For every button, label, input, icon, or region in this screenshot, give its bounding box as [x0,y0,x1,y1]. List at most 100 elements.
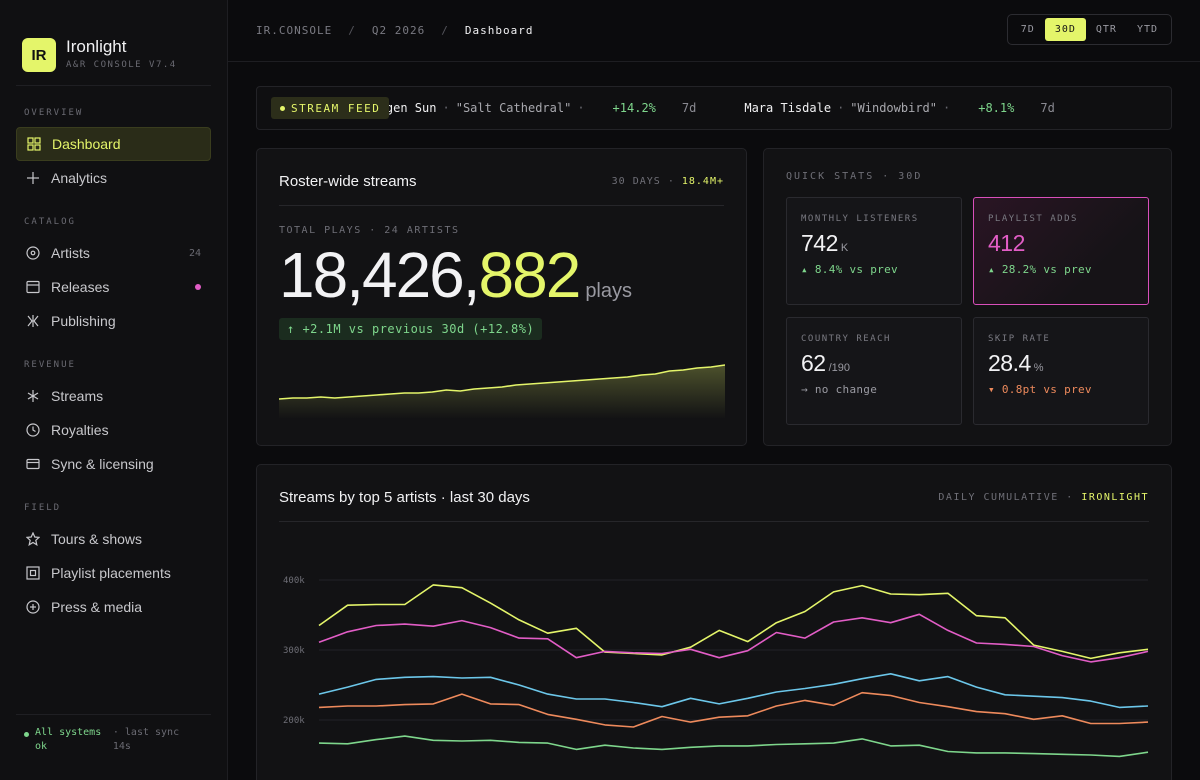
stat-value: 28.4% [988,350,1134,376]
sidebar-nav: OVERVIEW Dashboard Analytics CATALOG Artists… [0,108,227,624]
breadcrumb: IR.CONSOLE / Q2 2026 / Dashboard [256,24,533,37]
stat-unit: % [1033,362,1044,374]
chart-meta-prefix: DAILY CUMULATIVE · [938,491,1074,503]
square-target-icon [26,566,40,580]
stat-skip-rate[interactable]: SKIP RATE 28.4% ▾ 0.8pt vs prev [973,317,1149,425]
sidebar-item-analytics[interactable]: Analytics [16,161,211,195]
total-plays-label: TOTAL PLAYS · 24 ARTISTS [279,225,460,236]
range-option-30d[interactable]: 30D [1044,18,1086,41]
range-option-7d[interactable]: 7D [1020,24,1035,35]
stat-delta: → no change [801,383,878,396]
status-dot-icon [24,732,29,737]
ticker-separator: · [577,101,585,115]
sidebar-item-label: Releases [51,279,110,295]
card-icon [26,457,40,471]
ticker-item[interactable]: Halogen Sun · "Salt Cathedral" · +14.2% 7d [357,101,696,115]
brand-text: Ironlight A&R CONSOLE V7.4 [66,37,177,70]
sidebar-item-dashboard[interactable]: Dashboard [16,127,211,161]
stat-country-reach[interactable]: COUNTRY REACH 62/190 → no change [786,317,962,425]
stat-label: SKIP RATE [988,334,1051,344]
sidebar-item-playlist-placements[interactable]: Playlist placements [16,556,211,590]
card-title: Roster-wide streams [279,172,417,190]
brand[interactable]: IR Ironlight A&R CONSOLE V7.4 [0,0,211,86]
series-line-3[interactable] [318,673,1149,709]
divider [279,521,1149,522]
meta-prefix: 30 DAYS · [611,175,675,187]
sidebar-item-label: Artists [51,245,90,261]
plus-icon [26,171,40,185]
stat-value: 742 K [801,230,947,256]
ticker-track: "Windowbird" [850,101,937,115]
stat-delta: ▴ 28.2% vs prev [988,263,1092,276]
chart-title: Streams by top 5 artists · last 30 days [279,488,530,506]
card-header: Streams by top 5 artists · last 30 days … [279,487,1149,507]
stat-playlist-adds[interactable]: PLAYLIST ADDS 412 ▴ 28.2% vs prev [973,197,1149,305]
y-tick-label: 200k [283,716,305,726]
total-plays-accent: 882 [478,239,582,311]
sidebar-item-label: Tours & shows [51,531,143,547]
sidebar-item-streams[interactable]: Streams [16,379,211,413]
streams-sparkline [279,364,725,419]
brand-divider [16,85,211,86]
range-option-qtr[interactable]: QTR [1095,24,1117,35]
series-line-2[interactable] [318,613,1149,663]
live-dot-icon [280,105,285,111]
stat-label: MONTHLY LISTENERS [801,214,919,224]
series-line-4[interactable] [318,691,1149,728]
section-label: REVENUE [24,360,76,370]
sidebar-item-artists[interactable]: Artists 24 [16,236,211,270]
card-meta: 30 DAYS · 18.4M+ [612,176,724,187]
artists-line-chart: 400k 300k 200k [283,576,1149,758]
card-header: Roster-wide streams 30 DAYS · 18.4M+ [279,171,724,191]
total-plays-main: 18,426, [279,239,481,311]
system-status: All systems ok [35,727,102,752]
sidebar-item-label: Playlist placements [51,565,171,581]
series-line-5[interactable] [318,735,1149,758]
breadcrumb-item-quarter[interactable]: Q2 2026 [371,24,426,37]
main-content: IR.CONSOLE / Q2 2026 / Dashboard 7D 30D QT… [228,0,1200,780]
asterisk-icon [26,389,40,403]
total-plays-unit: plays [585,280,633,302]
sidebar-item-label: Press & media [51,599,143,615]
ticker-item[interactable]: Mara Tisdale · "Windowbird" · +8.1% 7d [744,101,1054,115]
stat-label: COUNTRY REACH [801,334,891,344]
star-icon [26,532,40,546]
sidebar-item-label: Analytics [51,170,108,186]
sidebar-item-label: Publishing [51,313,116,329]
range-option-ytd[interactable]: YTD [1136,24,1158,35]
sidebar-item-royalties[interactable]: Royalties [16,413,211,447]
breadcrumb-item-console[interactable]: IR.CONSOLE [256,24,333,37]
sidebar-item-publishing[interactable]: Publishing [16,304,211,338]
sidebar-item-count: 24 [188,247,201,259]
stream-feed-label: STREAM FEED [291,101,381,115]
brand-logo: IR [22,38,56,72]
disc-icon [26,246,40,260]
stat-monthly-listeners[interactable]: MONTHLY LISTENERS 742 K ▴ 8.4% vs prev [786,197,962,305]
circle-plus-icon [26,600,40,614]
breadcrumb-separator: / [348,24,356,37]
stat-number: 28.4 [988,350,1031,376]
sidebar-item-sync-licensing[interactable]: Sync & licensing [16,447,211,481]
sidebar-item-label: Royalties [51,422,109,438]
chart-meta-value: IRONLIGHT [1081,491,1149,503]
sidebar-item-tours-shows[interactable]: Tours & shows [16,522,211,556]
stat-number: 412 [988,230,1025,256]
pen-nib-icon [26,314,40,328]
ticker-delta: +14.2% [612,101,656,115]
sidebar-item-label: Sync & licensing [51,456,154,472]
stat-number: 62 [801,350,826,376]
sidebar-footer: All systems ok · last sync 14s [16,714,211,780]
series-line-1[interactable] [318,584,1149,660]
stat-label: PLAYLIST ADDS [988,214,1078,224]
topbar: IR.CONSOLE / Q2 2026 / Dashboard 7D 30D QT… [228,0,1200,62]
section-label: OVERVIEW [24,108,84,118]
brand-name: Ironlight [66,36,127,56]
sidebar-item-releases[interactable]: Releases [16,270,211,304]
stat-unit: K [840,242,849,254]
sparkline-line [279,364,725,400]
ticker-separator: · [442,101,450,115]
grid-icon [27,137,41,151]
section-label: CATALOG [24,217,76,227]
sidebar-item-press-media[interactable]: Press & media [16,590,211,624]
